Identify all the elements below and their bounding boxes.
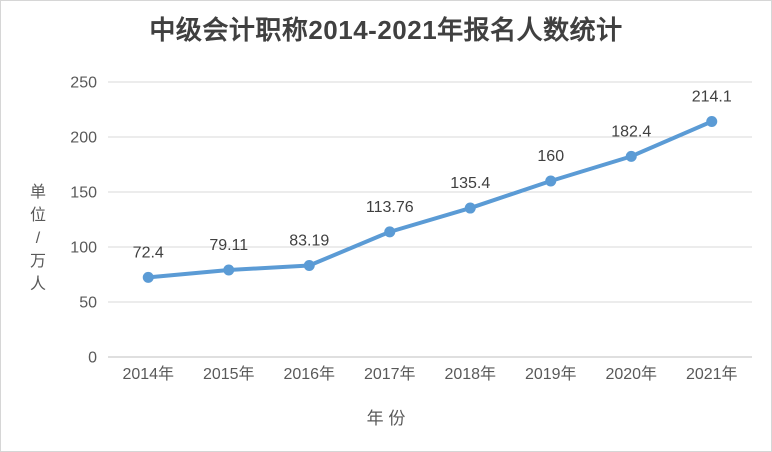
y-axis-title-char: / (35, 230, 41, 247)
y-axis-title-char: 单 (29, 184, 46, 201)
data-point-label: 83.19 (289, 232, 329, 249)
data-point-label: 113.76 (366, 199, 414, 216)
data-point-label: 214.1 (692, 88, 732, 105)
x-tick-label: 2020年 (605, 365, 657, 383)
x-tick-label: 2014年 (122, 365, 174, 383)
chart-title: 中级会计职称2014-2021年报名人数统计 (149, 15, 623, 45)
y-axis-title-char: 人 (29, 276, 46, 293)
x-tick-label: 2016年 (283, 365, 335, 383)
data-point (625, 150, 637, 162)
x-tick-label: 2017年 (364, 365, 416, 383)
y-tick-label: 250 (70, 75, 97, 92)
data-point (142, 271, 154, 283)
x-axis-title: 年 份 (366, 409, 406, 428)
x-tick-label: 2019年 (525, 365, 577, 383)
y-tick-label: 100 (70, 240, 97, 257)
data-point (464, 202, 476, 214)
data-point (223, 264, 235, 276)
trend-line (146, 119, 714, 280)
data-point (384, 226, 396, 238)
data-point-label: 160 (537, 148, 564, 165)
y-tick-label: 150 (70, 185, 97, 202)
x-tick-label: 2018年 (444, 365, 496, 383)
data-point (303, 259, 315, 271)
data-point-label: 79.11 (209, 237, 248, 254)
y-tick-label: 200 (70, 130, 97, 147)
data-point (545, 175, 557, 187)
data-point-label: 72.4 (133, 244, 164, 261)
y-axis-title-char: 万 (29, 253, 46, 270)
data-point-label: 135.4 (450, 175, 490, 192)
y-tick-label: 50 (79, 295, 97, 312)
y-axis-title: 单位 / 万人 (25, 181, 51, 296)
y-tick-label: 0 (88, 350, 97, 367)
x-tick-label: 2015年 (203, 365, 255, 383)
x-tick-label: 2021年 (686, 365, 738, 383)
y-axis-title-char: 位 (29, 207, 46, 224)
data-point-label: 182.4 (611, 123, 651, 140)
data-point (706, 115, 718, 127)
